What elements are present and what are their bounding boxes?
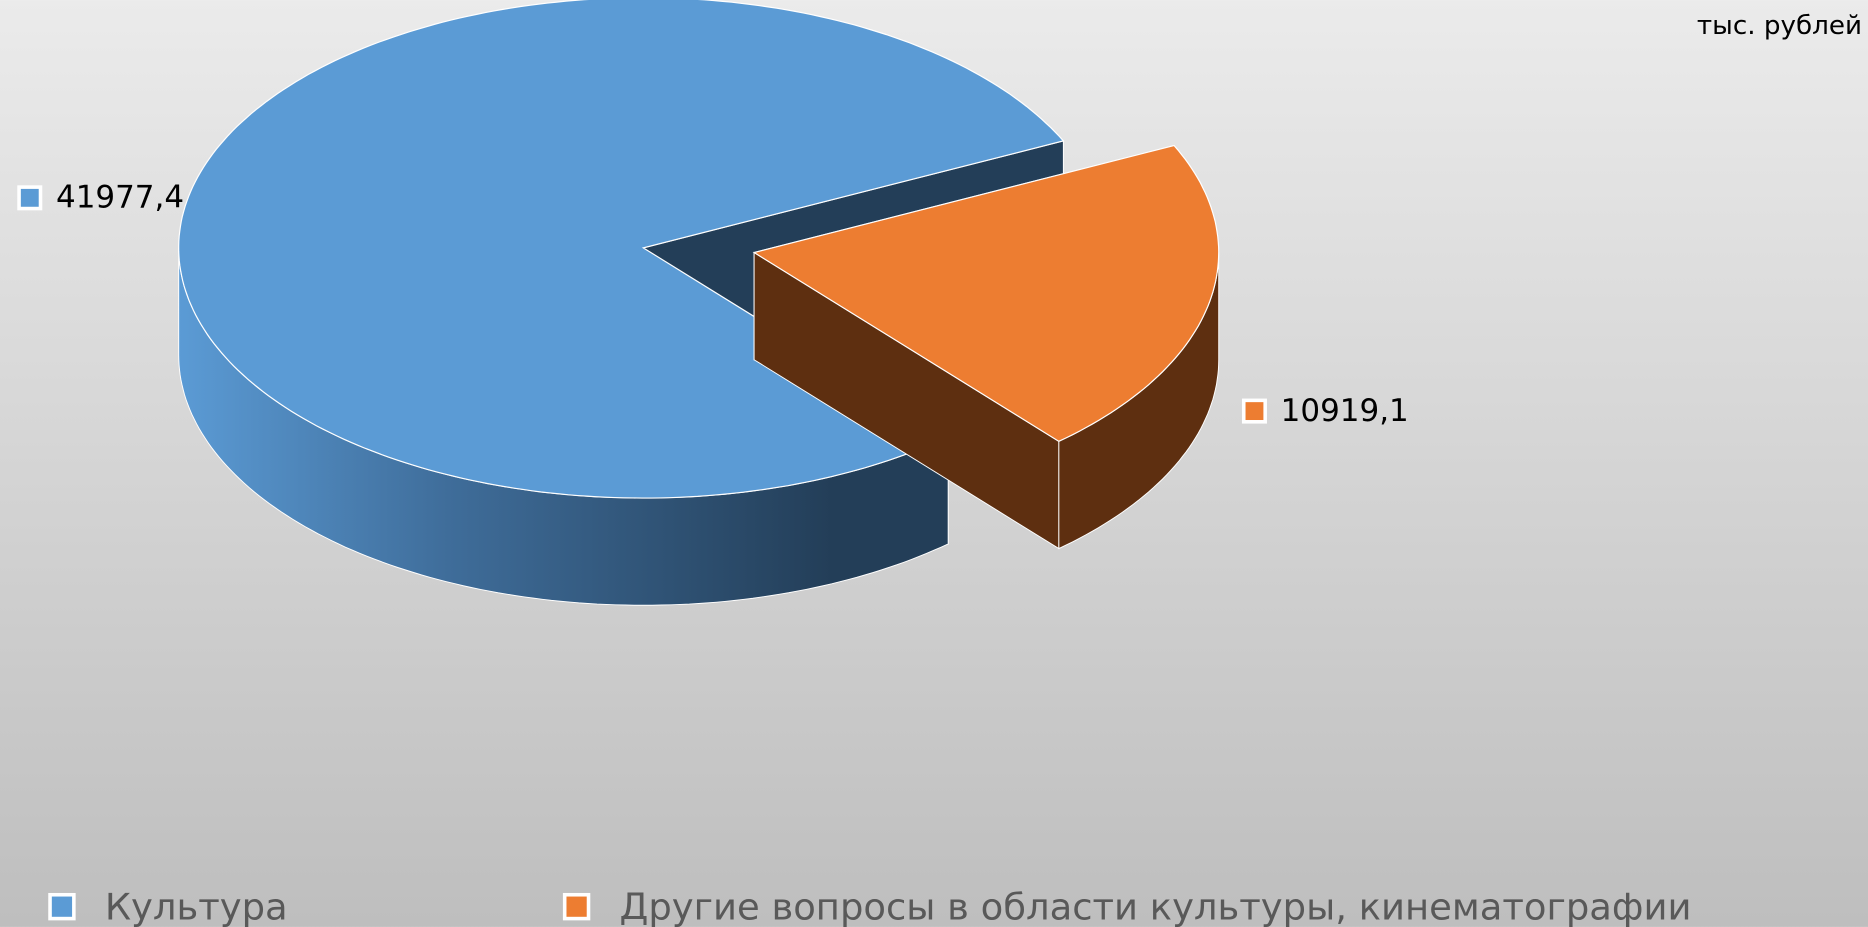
data-label-key [1241,398,1267,424]
legend-key [562,892,591,921]
data-label: 10919,1 [1281,393,1409,429]
legend-key [48,892,76,921]
data-label-key [17,185,43,211]
legend-label: Культура [105,886,288,927]
legend-label: Другие вопросы в области культуры, кинем… [619,886,1691,927]
pie-slice-top [752,144,1220,443]
data-label: 41977,4 [56,180,184,216]
unit-label: тыс. рублей [1697,11,1862,41]
pie-slice [752,144,1220,550]
